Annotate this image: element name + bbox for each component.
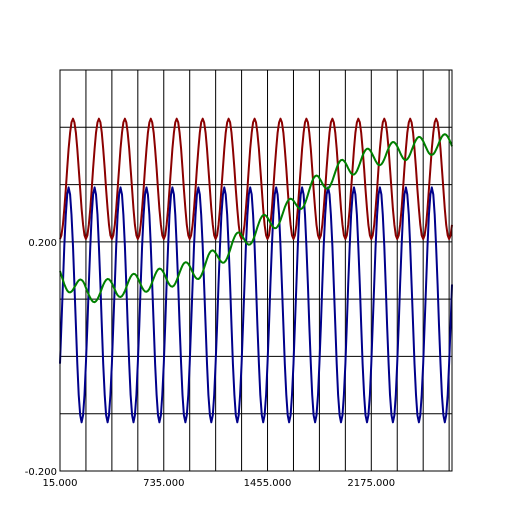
series-line-1 — [59, 117, 453, 240]
plot-frame — [59, 69, 453, 472]
tick-labels: 15.000 735.000 1455.000 2175.000 -0.200 0.200 — [25, 238, 395, 489]
series-line-3 — [59, 133, 453, 304]
x-tick-label: 735.000 — [143, 478, 184, 489]
y-tick-label: 0.200 — [28, 238, 57, 249]
series-group — [59, 117, 453, 424]
x-tick-label: 2175.000 — [347, 478, 395, 489]
x-tick-label: 1455.000 — [244, 478, 292, 489]
x-tick-label: 15.000 — [43, 478, 78, 489]
y-tick-label: -0.200 — [25, 467, 57, 478]
series-line-2 — [59, 186, 453, 424]
